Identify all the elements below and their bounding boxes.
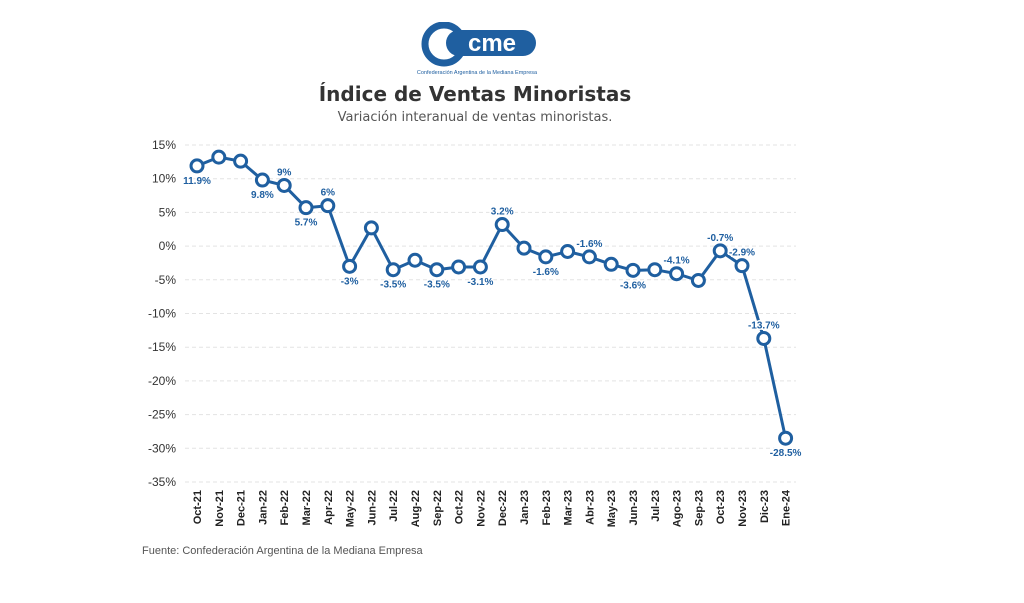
y-tick-label: -15%	[148, 340, 176, 354]
data-point	[712, 243, 728, 259]
data-point	[516, 240, 532, 256]
data-point	[560, 243, 576, 259]
data-point	[363, 220, 379, 236]
data-label: 6%	[321, 188, 336, 199]
y-tick-label: 10%	[152, 172, 176, 186]
x-tick-label: Jan-22	[257, 490, 269, 525]
data-label: -3.6%	[620, 280, 646, 291]
x-axis-ticks: Oct-21 Nov-21 Dec-21 Jan-22 Feb-22 Mar-22 Apr-…	[192, 489, 793, 527]
x-tick-label: Feb-22	[279, 490, 291, 525]
data-point	[342, 258, 358, 274]
x-tick-label: Oct-21	[192, 490, 204, 524]
data-label: 3.2%	[491, 207, 514, 218]
x-tick-label: Sep-22	[432, 490, 444, 526]
source-note: Fuente: Confederación Argentina de la Me…	[142, 545, 423, 557]
data-labels: 11.9% 9.8% 9% 5.7% 6% -3% -3.5% -3.5% -3.1% 3.2% -…	[182, 166, 803, 461]
grid-lines	[185, 144, 796, 483]
logo-text: cme	[468, 30, 516, 57]
x-tick-label: Sep-23	[693, 490, 705, 526]
x-tick-label: Jan-23	[519, 490, 531, 525]
data-point	[603, 256, 619, 272]
y-tick-label: -10%	[148, 307, 176, 321]
data-point	[254, 172, 270, 188]
data-label: 9%	[277, 167, 292, 178]
data-point	[756, 330, 772, 346]
data-point	[625, 262, 641, 278]
y-tick-label: -35%	[148, 475, 176, 489]
data-label: -4.1%	[664, 256, 690, 267]
x-tick-label: Jul-23	[650, 490, 662, 522]
data-point	[472, 259, 488, 275]
data-point	[211, 149, 227, 165]
data-label: -13.7%	[748, 320, 780, 331]
data-label: -2.9%	[729, 248, 755, 259]
x-tick-label: Nov-22	[475, 490, 487, 527]
x-tick-label: May-23	[606, 490, 618, 527]
x-tick-label: Dec-21	[236, 490, 248, 526]
series-points	[189, 149, 794, 446]
data-label: 9.8%	[251, 190, 274, 201]
data-point	[538, 249, 554, 265]
y-tick-label: 15%	[152, 138, 176, 152]
data-point	[298, 200, 314, 216]
x-tick-label: Ene-24	[781, 489, 793, 526]
data-label: -3.5%	[380, 280, 406, 291]
x-tick-label: Mar-22	[301, 490, 313, 525]
data-point	[407, 252, 423, 268]
data-point	[778, 430, 794, 446]
data-point	[451, 259, 467, 275]
y-tick-label: -5%	[155, 273, 177, 287]
came-logo: cme Confederación Argentina de la Median…	[417, 22, 538, 76]
data-point	[669, 266, 685, 282]
x-tick-label: Aug-22	[410, 490, 422, 527]
data-point	[385, 262, 401, 278]
data-label: -3.1%	[467, 277, 493, 288]
y-tick-label: 0%	[159, 239, 177, 253]
x-tick-label: Nov-21	[214, 490, 226, 527]
y-tick-label: -25%	[148, 408, 176, 422]
y-axis-ticks: 15% 10% 5% 0% -5% -10% -15% -20% -25% -30% -35%	[148, 138, 176, 489]
chart-subtitle: Variación interanual de ventas minorista…	[337, 110, 613, 125]
data-label: -28.5%	[770, 448, 802, 459]
x-tick-label: Dic-23	[759, 490, 771, 523]
data-point	[581, 249, 597, 265]
data-label: -3%	[341, 276, 359, 287]
x-tick-label: Oct-22	[454, 490, 466, 524]
y-tick-label: -30%	[148, 441, 176, 455]
data-label: -0.7%	[707, 233, 733, 244]
data-point	[276, 177, 292, 193]
x-tick-label: Jul-22	[388, 490, 400, 522]
data-point	[734, 258, 750, 274]
x-tick-label: Ago-23	[672, 490, 684, 527]
series-line-path	[196, 155, 788, 439]
data-point	[233, 153, 249, 169]
data-label: -1.6%	[576, 239, 602, 250]
x-tick-label: Jun-22	[366, 490, 378, 525]
logo-subtitle: Confederación Argentina de la Mediana Em…	[417, 70, 538, 76]
y-tick-label: 5%	[159, 205, 177, 219]
data-label: -3.5%	[424, 280, 450, 291]
data-point	[690, 272, 706, 288]
y-tick-label: -20%	[148, 374, 176, 388]
data-label: 11.9%	[183, 176, 211, 187]
data-point	[320, 198, 336, 214]
x-tick-label: Nov-23	[737, 490, 749, 527]
data-point	[494, 217, 510, 233]
x-tick-label: May-22	[345, 490, 357, 527]
x-tick-label: Feb-23	[541, 490, 553, 525]
data-point	[647, 262, 663, 278]
data-label: 5.7%	[295, 218, 318, 229]
data-point	[429, 262, 445, 278]
x-tick-label: Oct-23	[715, 490, 727, 524]
x-tick-label: Jun-23	[628, 490, 640, 525]
chart-title: Índice de Ventas Minoristas	[318, 82, 632, 106]
series-line	[196, 155, 788, 439]
x-tick-label: Mar-23	[563, 490, 575, 525]
x-tick-label: Abr-23	[584, 490, 596, 525]
x-tick-label: Dec-22	[497, 490, 509, 526]
data-point	[189, 158, 205, 174]
data-label: -1.6%	[533, 267, 559, 278]
x-tick-label: Apr-22	[323, 490, 335, 525]
